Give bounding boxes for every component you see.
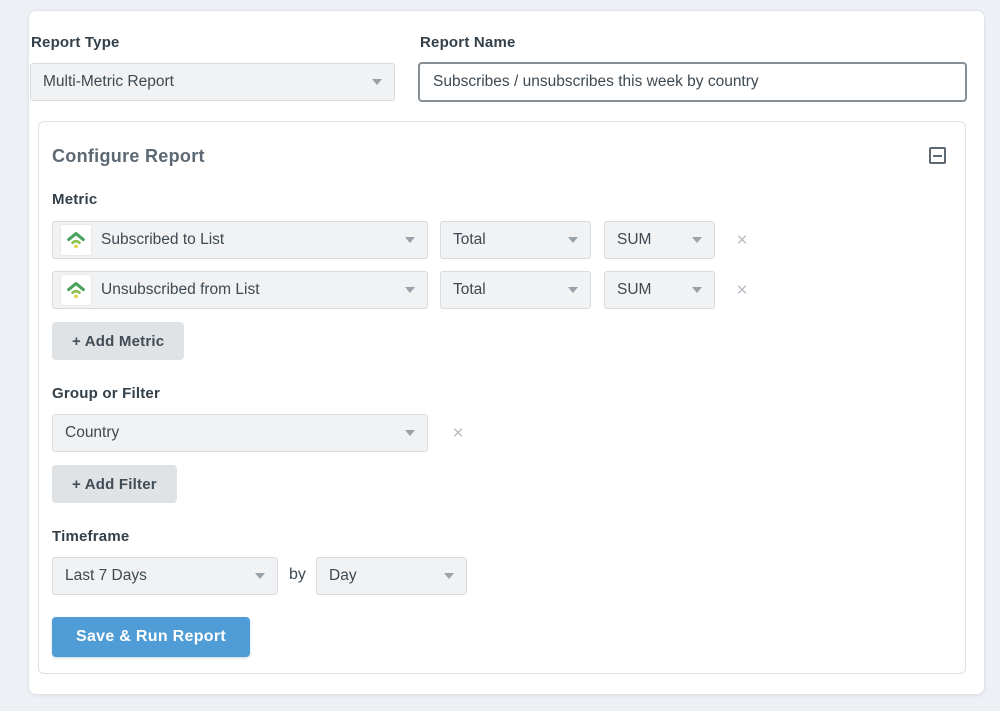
metric-select[interactable]: Unsubscribed from List (52, 271, 428, 309)
dimension-value: Total (453, 281, 486, 298)
report-name-input[interactable] (418, 62, 967, 102)
chevron-down-icon (568, 237, 578, 243)
report-name-label: Report Name (420, 34, 516, 51)
timeframe-interval-value: Day (329, 567, 357, 584)
dimension-value: Total (453, 231, 486, 248)
metric-value: Subscribed to List (101, 231, 225, 248)
chevron-down-icon (405, 287, 415, 293)
minus-glyph (933, 154, 942, 157)
chevron-down-icon (372, 79, 382, 85)
metric-aggregate-select[interactable]: SUM (604, 271, 715, 309)
collapse-minus-icon[interactable] (929, 147, 946, 164)
report-type-value: Multi-Metric Report (43, 73, 174, 90)
metric-select[interactable]: Subscribed to List (52, 221, 428, 259)
remove-metric-button[interactable]: × (736, 279, 748, 301)
remove-filter-button[interactable]: × (452, 422, 464, 444)
aggregate-value: SUM (617, 281, 652, 298)
timeframe-interval-select[interactable]: Day (316, 557, 467, 595)
chevron-down-icon (444, 573, 454, 579)
list-signal-icon (61, 275, 91, 305)
timeframe-by-label: by (289, 566, 306, 583)
chevron-down-icon (568, 287, 578, 293)
configure-report-title: Configure Report (52, 146, 205, 166)
metric-dimension-select[interactable]: Total (440, 221, 591, 259)
timeframe-range-select[interactable]: Last 7 Days (52, 557, 278, 595)
chevron-down-icon (255, 573, 265, 579)
chevron-down-icon (692, 237, 702, 243)
report-type-label: Report Type (31, 34, 120, 51)
metric-dimension-select[interactable]: Total (440, 271, 591, 309)
save-run-report-button[interactable]: Save & Run Report (52, 617, 251, 657)
list-signal-icon (61, 225, 91, 255)
chevron-down-icon (692, 287, 702, 293)
chevron-down-icon (405, 237, 415, 243)
report-type-select[interactable]: Multi-Metric Report (30, 63, 395, 101)
group-filter-select[interactable]: Country (52, 414, 428, 452)
add-filter-button[interactable]: + Add Filter (52, 465, 177, 503)
timeframe-label: Timeframe (52, 528, 130, 545)
remove-metric-button[interactable]: × (736, 229, 748, 251)
metric-label: Metric (52, 191, 98, 208)
metric-aggregate-select[interactable]: SUM (604, 221, 715, 259)
add-metric-button[interactable]: + Add Metric (52, 322, 185, 360)
aggregate-value: SUM (617, 231, 652, 248)
metric-value: Unsubscribed from List (101, 281, 260, 298)
chevron-down-icon (405, 430, 415, 436)
group-filter-value: Country (65, 424, 120, 441)
group-or-filter-label: Group or Filter (52, 385, 160, 402)
timeframe-range-value: Last 7 Days (65, 567, 147, 584)
